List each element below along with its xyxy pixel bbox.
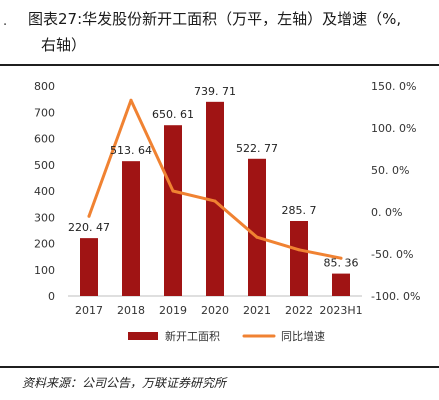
right-tick-label: 0. 0%: [371, 206, 402, 219]
bar: [332, 273, 350, 296]
line-point: [297, 248, 301, 252]
line-point: [339, 256, 343, 260]
combo-chart: 0 100 200 300 400 500 600 700 800 -100. 0% -50. 0…: [34, 80, 420, 343]
left-axis: 0 100 200 300 400 500 600 700 800: [34, 80, 55, 303]
page-marker: .: [3, 14, 8, 29]
line-series: [87, 98, 343, 260]
chart-legend: 新开工面积 同比增速: [128, 329, 325, 343]
bar-series: [80, 101, 350, 296]
left-tick-label: 400: [34, 185, 55, 198]
chart-title-line-2: 右轴）: [41, 36, 87, 54]
bar: [164, 125, 182, 296]
x-tick-label: 2017: [75, 304, 103, 317]
left-tick-label: 300: [34, 211, 55, 224]
legend-label-bar: 新开工面积: [165, 329, 220, 343]
chart-title: 图表27:华发股份新开工面积（万平，左轴）及增速（%, 右轴）: [28, 6, 432, 62]
title-divider: [0, 64, 439, 66]
bar-value-label: 85. 36: [324, 257, 359, 270]
bar-value-label: 522. 77: [236, 142, 278, 155]
legend-swatch-bar: [128, 332, 158, 340]
bar: [290, 221, 308, 296]
bar-value-label: 220. 47: [68, 221, 110, 234]
left-tick-label: 600: [34, 133, 55, 146]
left-tick-label: 500: [34, 159, 55, 172]
x-tick-label: 2022: [285, 304, 313, 317]
bar: [206, 101, 224, 296]
right-tick-label: -50. 0%: [371, 248, 413, 261]
line-point: [255, 235, 259, 239]
left-tick-label: 100: [34, 264, 55, 277]
x-axis: 2017 2018 2019 2020 2021 2022 2023H1: [68, 295, 363, 317]
line-point: [129, 98, 133, 102]
line-point: [171, 189, 175, 193]
bar-value-label: 513. 64: [110, 144, 152, 157]
x-tick-label: 2019: [159, 304, 187, 317]
line-point: [87, 214, 91, 218]
right-axis: -100. 0% -50. 0% 0. 0% 50. 0% 100. 0% 150. 0%: [371, 80, 420, 303]
bar: [248, 158, 266, 296]
right-tick-label: 50. 0%: [371, 164, 409, 177]
left-tick-label: 700: [34, 106, 55, 119]
source-note: 资料来源：公司公告，万联证券研究所: [22, 376, 227, 390]
bar: [80, 238, 98, 296]
bar: [122, 161, 140, 296]
left-tick-label: 200: [34, 238, 55, 251]
line-point: [213, 199, 217, 203]
right-tick-label: 100. 0%: [371, 122, 416, 135]
left-tick-label: 0: [48, 290, 55, 303]
x-tick-label: 2018: [117, 304, 145, 317]
source-divider: [0, 366, 439, 368]
left-tick-label: 800: [34, 80, 55, 93]
x-tick-label: 2021: [243, 304, 271, 317]
x-tick-label: 2023H1: [319, 304, 362, 317]
chart-title-line-1: 图表27:华发股份新开工面积（万平，左轴）及增速（%,: [28, 10, 402, 28]
legend-label-line: 同比增速: [281, 329, 325, 343]
bar-value-label: 285. 7: [282, 204, 317, 217]
right-tick-label: 150. 0%: [371, 80, 416, 93]
right-tick-label: -100. 0%: [371, 290, 420, 303]
bar-value-label: 650. 61: [152, 108, 194, 121]
bar-value-label: 739. 71: [194, 85, 236, 98]
x-tick-label: 2020: [201, 304, 229, 317]
